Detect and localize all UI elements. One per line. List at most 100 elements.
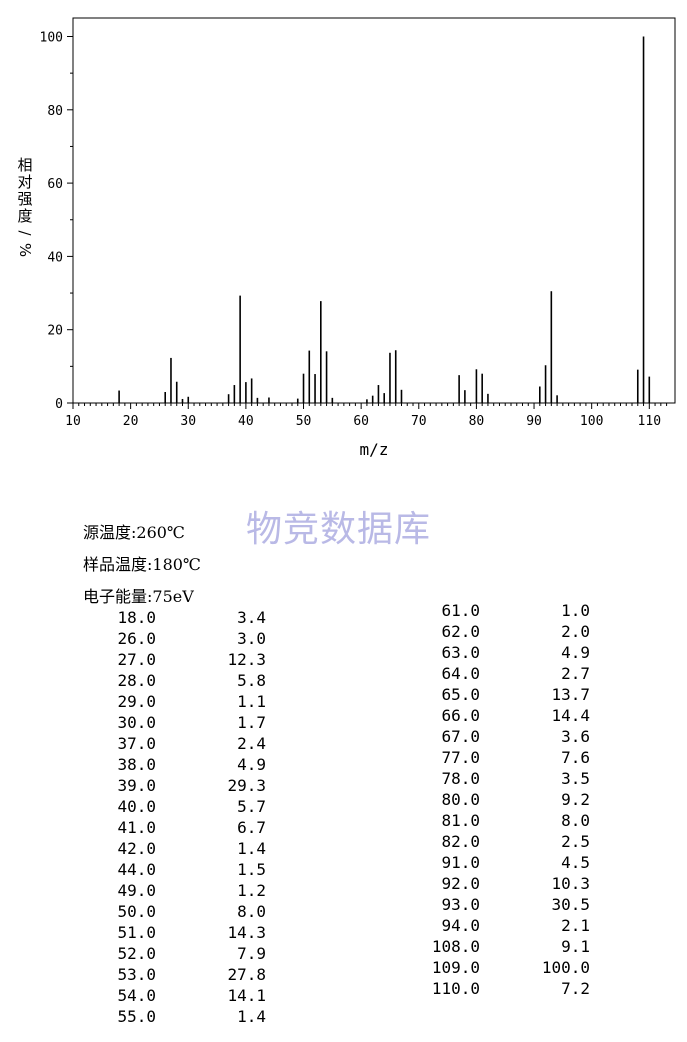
mz-value: 94.0 — [441, 916, 480, 935]
left-peak-row: 30.0 1.7 — [0, 713, 300, 734]
mz-value: 92.0 — [441, 874, 480, 893]
y-axis-label-char: 强 — [17, 190, 32, 208]
mz-value: 65.0 — [441, 685, 480, 704]
mz-value: 30.0 — [117, 713, 156, 732]
right-peak-row: 61.0 1.0 — [0, 601, 620, 622]
right-peak-row: 77.0 7.6 — [0, 748, 620, 769]
mz-value: 82.0 — [441, 832, 480, 851]
right-peak-row: 66.0 14.4 — [0, 706, 620, 727]
x-tick-label: 110 — [638, 414, 661, 429]
left-peak-row: 37.0 2.4 — [0, 734, 300, 755]
mz-value: 53.0 — [117, 965, 156, 984]
mz-value: 80.0 — [441, 790, 480, 809]
right-peak-row: 82.0 2.5 — [0, 832, 620, 853]
x-axis-label: m/z — [360, 440, 389, 459]
left-peak-row: 26.0 3.0 — [0, 629, 300, 650]
intensity-value: 3.0 — [237, 629, 266, 648]
chart-labels: 10 20 30 40 50 60 70 80 90 100 110 0 20 40 60 80 100 m/z 相… — [16, 31, 661, 460]
x-tick-label: 20 — [123, 414, 139, 429]
left-peak-row: 54.0 14.1 — [0, 986, 300, 1007]
intensity-value: 27.8 — [227, 965, 266, 984]
mz-value: 64.0 — [441, 664, 480, 683]
x-tick-label: 90 — [526, 414, 542, 429]
intensity-value: 7.2 — [561, 979, 590, 998]
y-axis-label-char: 度 — [17, 207, 32, 225]
left-peak-row: 18.0 3.4 — [0, 608, 300, 629]
intensity-value: 14.1 — [227, 986, 266, 1005]
intensity-value: 1.4 — [237, 1007, 266, 1026]
intensity-value: 7.6 — [561, 748, 590, 767]
mz-value: 37.0 — [117, 734, 156, 753]
intensity-value: 9.1 — [561, 937, 590, 956]
intensity-value: 6.7 — [237, 818, 266, 837]
right-peak-row: 91.0 4.5 — [0, 853, 620, 874]
intensity-value: 100.0 — [541, 958, 590, 977]
mz-value: 61.0 — [441, 601, 480, 620]
left-peak-row: 39.0 29.3 — [0, 776, 300, 797]
mz-value: 27.0 — [117, 650, 156, 669]
electron-energy: 电子能量:75eV — [83, 587, 194, 606]
intensity-value: 14.4 — [551, 706, 590, 725]
mz-value: 55.0 — [117, 1007, 156, 1026]
intensity-value: 2.1 — [561, 916, 590, 935]
left-peak-row: 29.0 1.1 — [0, 692, 300, 713]
intensity-value: 8.0 — [237, 902, 266, 921]
left-peak-row: 51.0 14.3 — [0, 923, 300, 944]
mz-value: 51.0 — [117, 923, 156, 942]
mz-value: 54.0 — [117, 986, 156, 1005]
right-peak-row: 63.0 4.9 — [0, 643, 620, 664]
right-peak-row: 81.0 8.0 — [0, 811, 620, 832]
mz-value: 110.0 — [431, 979, 480, 998]
intensity-value: 4.9 — [561, 643, 590, 662]
mz-value: 26.0 — [117, 629, 156, 648]
right-peak-row: 64.0 2.7 — [0, 664, 620, 685]
y-axis-label-char: / — [16, 230, 34, 236]
intensity-value: 3.6 — [561, 727, 590, 746]
intensity-value: 5.7 — [237, 797, 266, 816]
intensity-value: 1.0 — [561, 601, 590, 620]
right-peak-row: 94.0 2.1 — [0, 916, 620, 937]
x-tick-label: 30 — [180, 414, 196, 429]
mz-value: 39.0 — [117, 776, 156, 795]
intensity-value: 1.2 — [237, 881, 266, 900]
intensity-value: 2.5 — [561, 832, 590, 851]
right-peak-row: 92.0 10.3 — [0, 874, 620, 895]
y-tick-label: 100 — [40, 31, 63, 46]
right-peak-row: 67.0 3.6 — [0, 727, 620, 748]
intensity-value: 3.4 — [237, 608, 266, 627]
peak-table-left: 18.0 3.4 26.0 3.0 27.0 12.3 28.0 5.8 29.0 1.1 30.0… — [0, 608, 300, 1038]
intensity-value: 9.2 — [561, 790, 590, 809]
intensity-value: 1.5 — [237, 860, 266, 879]
mz-value: 63.0 — [441, 643, 480, 662]
mz-value: 52.0 — [117, 944, 156, 963]
source-temperature: 源温度:260℃ — [83, 523, 185, 542]
y-tick-label: 80 — [47, 104, 63, 119]
right-peak-row: 62.0 2.0 — [0, 622, 620, 643]
mz-value: 62.0 — [441, 622, 480, 641]
intensity-value: 12.3 — [227, 650, 266, 669]
mz-value: 91.0 — [441, 853, 480, 872]
x-tick-label: 10 — [65, 414, 81, 429]
chart-bars — [118, 36, 651, 403]
left-peak-row: 28.0 5.8 — [0, 671, 300, 692]
mz-value: 28.0 — [117, 671, 156, 690]
intensity-value: 1.7 — [237, 713, 266, 732]
intensity-value: 2.7 — [561, 664, 590, 683]
left-peak-row: 44.0 1.5 — [0, 860, 300, 881]
x-tick-label: 100 — [580, 414, 603, 429]
left-peak-row: 42.0 1.4 — [0, 839, 300, 860]
left-peak-row: 27.0 12.3 — [0, 650, 300, 671]
intensity-value: 1.4 — [237, 839, 266, 858]
intensity-value: 8.0 — [561, 811, 590, 830]
right-peak-row: 109.0 100.0 — [0, 958, 620, 979]
x-tick-label: 50 — [296, 414, 312, 429]
right-peak-row: 93.0 30.5 — [0, 895, 620, 916]
intensity-value: 10.3 — [551, 874, 590, 893]
x-tick-label: 40 — [238, 414, 254, 429]
mz-value: 18.0 — [117, 608, 156, 627]
left-peak-row: 40.0 5.7 — [0, 797, 300, 818]
mass-spectrum-chart: 10 20 30 40 50 60 70 80 90 100 110 0 20 40 60 80 100 m/z 相… — [16, 17, 676, 460]
left-peak-row: 50.0 8.0 — [0, 902, 300, 923]
peak-table-right: 61.0 1.0 62.0 2.0 63.0 4.9 64.0 2.7 65.0 13.7 66.0… — [0, 601, 620, 1001]
left-peak-row: 38.0 4.9 — [0, 755, 300, 776]
